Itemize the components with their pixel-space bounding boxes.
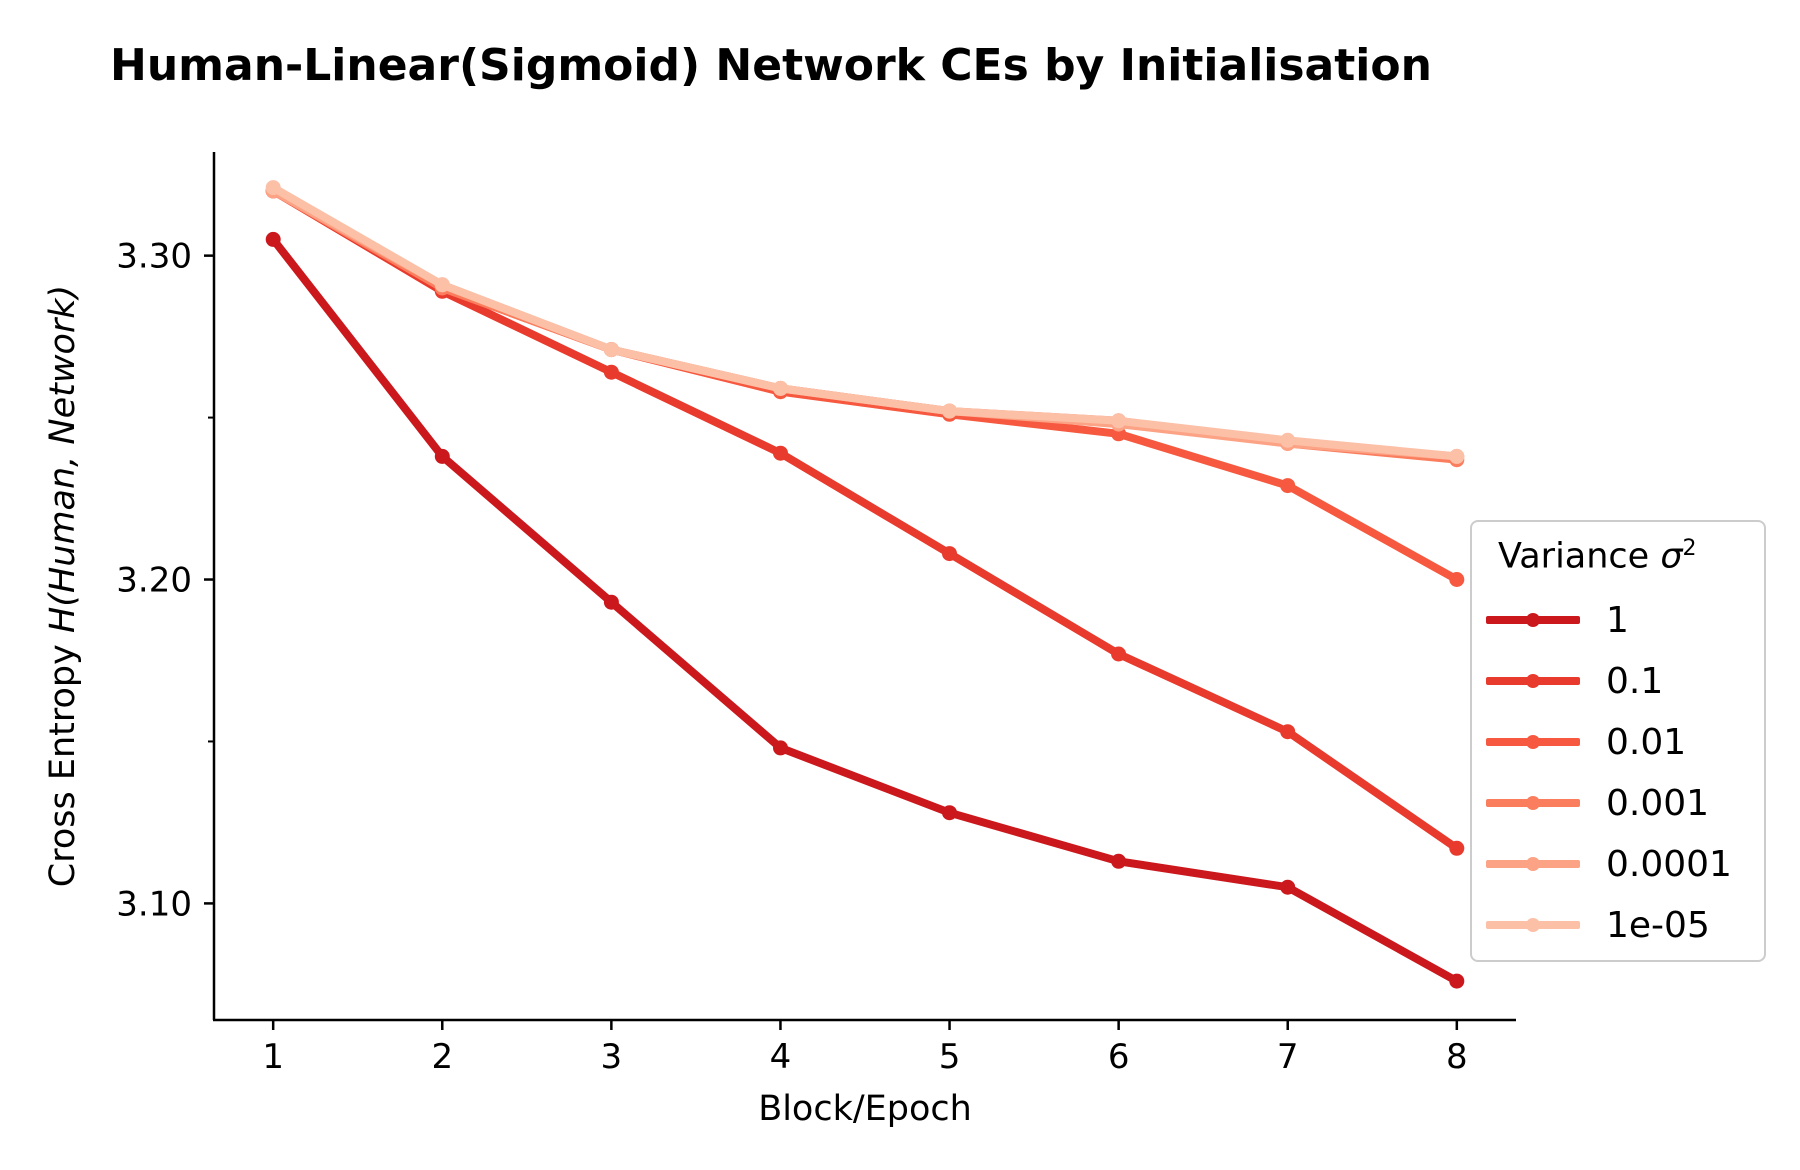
data-point-1-2	[434, 448, 450, 464]
y-tick-label: 3.30	[116, 237, 192, 277]
x-axis-label: Block/Epoch	[758, 1089, 972, 1129]
data-point-1-5	[942, 805, 957, 821]
data-point-1-6	[1111, 853, 1127, 869]
legend-title-sigma: σ	[1660, 536, 1683, 577]
y-axis-label-math: H(Human, Network)	[43, 285, 83, 633]
data-point-0.1-5	[942, 546, 957, 562]
data-point-1-1	[265, 231, 281, 247]
series-line-1	[269, 235, 1461, 986]
legend-entry-0.1: 0.1	[1486, 657, 1756, 707]
x-tick-label: 7	[1277, 1037, 1299, 1077]
x-tick-label: 1	[262, 1037, 284, 1077]
legend-entry-1e-05: 1e-05	[1486, 901, 1756, 951]
data-point-1e-05-2	[434, 277, 450, 293]
legend-entry-0.01: 0.01	[1486, 718, 1756, 768]
y-axis-label-prefix: Cross Entropy	[43, 633, 83, 887]
x-tick-label: 3	[601, 1037, 623, 1077]
y-ticks: 3.10 3.20 3.30	[116, 237, 214, 924]
legend-marker	[1526, 735, 1540, 749]
data-point-1e-05-1	[265, 180, 281, 196]
data-point-1-3	[603, 594, 619, 610]
x-tick-label: 4	[770, 1037, 792, 1077]
legend-entry-0.0001: 0.0001	[1486, 840, 1756, 890]
series-line-0.001	[269, 186, 1461, 464]
data-point-1e-05-5	[942, 403, 957, 419]
y-axis-label: Cross Entropy H(Human, Network)	[43, 285, 83, 887]
series-line-0.1	[269, 186, 1461, 853]
data-point-0.01-7	[1280, 478, 1296, 494]
data-point-1e-05-6	[1111, 413, 1127, 429]
legend-title: Variance σ2	[1498, 536, 1697, 577]
x-tick-label: 2	[431, 1037, 453, 1077]
legend-label: 1e-05	[1606, 905, 1710, 946]
data-point-1e-05-7	[1280, 432, 1296, 448]
legend-marker	[1526, 796, 1540, 810]
legend-entry-0.001: 0.001	[1486, 779, 1756, 829]
series-line-0.01	[269, 186, 1461, 584]
data-point-0.01-8	[1449, 572, 1465, 587]
legend-label: 0.001	[1606, 783, 1710, 824]
data-point-0.1-6	[1111, 646, 1127, 662]
legend: Variance σ2 1 0.1 0.01 0.001 0.0001 1e-05	[1470, 520, 1766, 962]
legend-marker	[1526, 674, 1540, 688]
legend-entry-1: 1	[1486, 596, 1756, 646]
series-line-0.0001	[269, 186, 1461, 461]
data-point-1e-05-8	[1449, 448, 1465, 464]
data-point-0.1-4	[773, 445, 788, 461]
data-point-0.1-3	[603, 364, 619, 380]
data-point-0.1-8	[1449, 840, 1465, 856]
legend-title-prefix: Variance	[1498, 536, 1661, 577]
data-point-0.1-7	[1280, 724, 1296, 740]
series-0.01	[265, 183, 1465, 587]
data-point-1-4	[773, 740, 788, 756]
data-point-1-7	[1280, 879, 1296, 895]
series-1	[265, 231, 1465, 989]
legend-label: 0.1	[1606, 661, 1664, 702]
series-line-1e-05	[269, 183, 1461, 461]
series-0.001	[265, 183, 1465, 468]
legend-label: 0.0001	[1606, 844, 1732, 885]
data-point-1-8	[1449, 973, 1465, 989]
x-ticks: 1 2 3 4 5 6 7 8	[262, 1020, 1468, 1077]
chart-title: Human-Linear(Sigmoid) Network CEs by Ini…	[110, 40, 1432, 91]
legend-title-superscript: 2	[1682, 536, 1697, 561]
y-tick-label: 3.20	[116, 561, 192, 601]
legend-marker	[1526, 857, 1540, 871]
legend-marker	[1526, 918, 1540, 932]
x-tick-label: 5	[939, 1037, 961, 1077]
series-1e-05	[265, 180, 1465, 464]
series-0.1	[265, 183, 1465, 856]
x-tick-label: 8	[1446, 1037, 1468, 1077]
data-point-1e-05-3	[603, 342, 619, 358]
y-tick-label: 3.10	[116, 884, 192, 924]
series-0.0001	[265, 183, 1465, 464]
legend-marker	[1526, 613, 1540, 627]
legend-label: 1	[1606, 600, 1629, 641]
data-point-1e-05-4	[773, 380, 788, 396]
series-layer	[265, 180, 1465, 989]
legend-label: 0.01	[1606, 722, 1687, 763]
x-tick-label: 6	[1108, 1037, 1130, 1077]
